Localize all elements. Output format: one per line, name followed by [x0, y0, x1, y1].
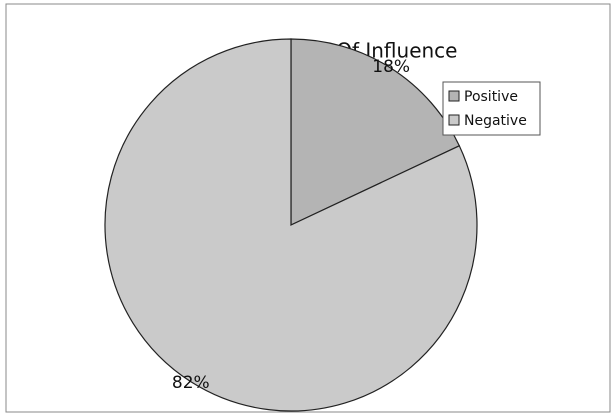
pie-slice	[104, 38, 478, 412]
legend-swatch	[448, 114, 460, 126]
data-label: 82%	[172, 373, 210, 393]
legend-label: Positive	[464, 89, 518, 105]
legend-swatch	[448, 90, 460, 102]
legend: Positive Negative	[442, 81, 541, 136]
legend-label: Negative	[464, 113, 527, 129]
data-label: 18%	[372, 57, 410, 77]
